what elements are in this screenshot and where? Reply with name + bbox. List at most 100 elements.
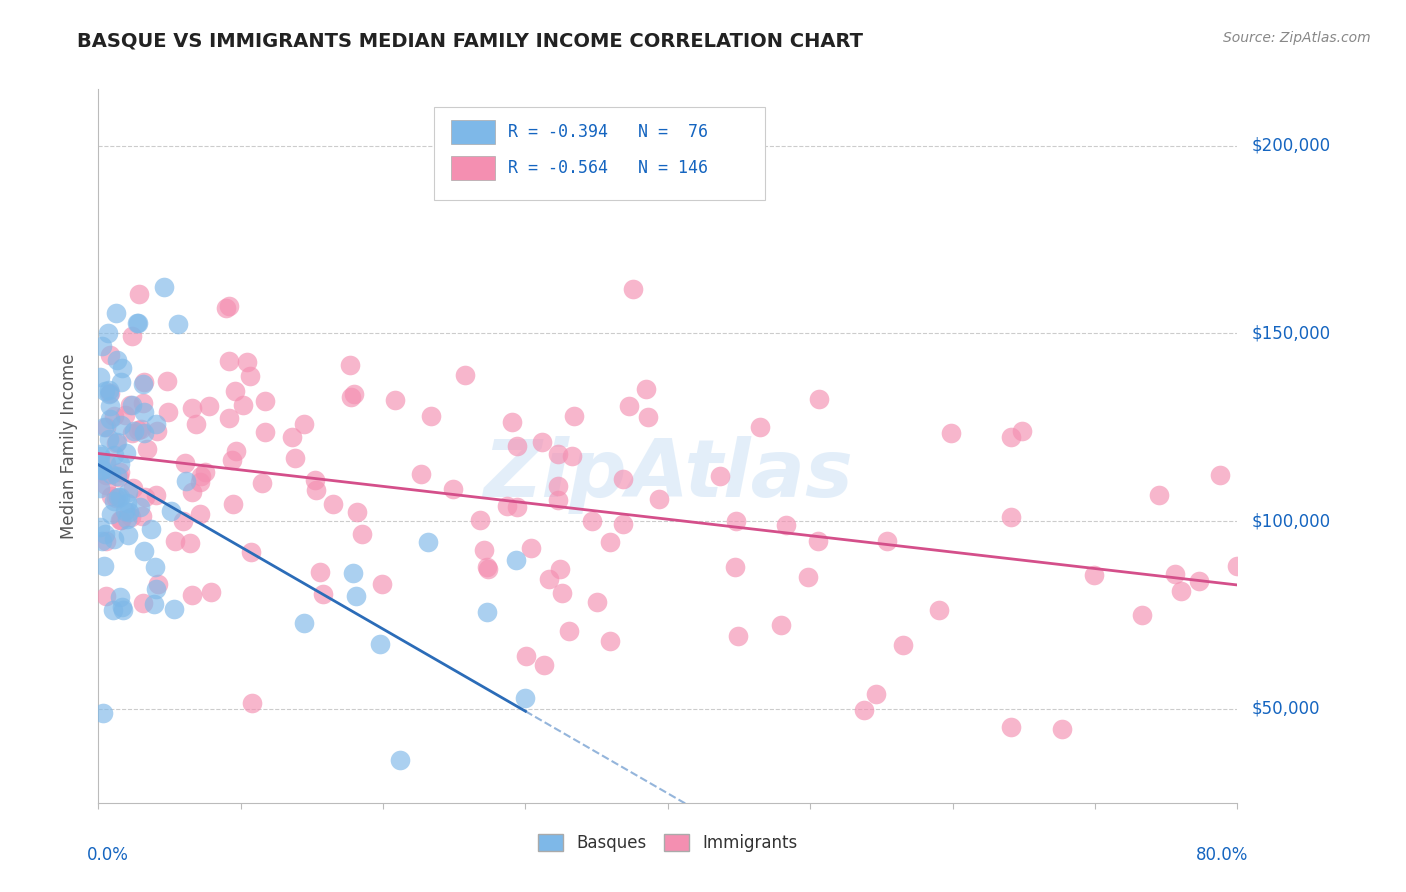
- Text: BASQUE VS IMMIGRANTS MEDIAN FAMILY INCOME CORRELATION CHART: BASQUE VS IMMIGRANTS MEDIAN FAMILY INCOM…: [77, 31, 863, 50]
- Point: [515, 691, 537, 706]
- Point: [110, 513, 132, 527]
- Point: [98, 348, 121, 362]
- Point: [115, 495, 138, 509]
- Point: [105, 436, 128, 450]
- Point: [309, 565, 332, 579]
- Point: [1130, 608, 1153, 623]
- Point: [585, 595, 607, 609]
- Point: [100, 507, 122, 521]
- Point: [533, 658, 555, 673]
- Point: [153, 279, 176, 293]
- Point: [200, 584, 222, 599]
- Point: [122, 425, 145, 439]
- Point: [94, 526, 117, 541]
- Point: [617, 399, 640, 413]
- Point: [112, 603, 135, 617]
- Point: [129, 500, 152, 515]
- Point: [550, 586, 572, 600]
- Point: [131, 509, 153, 524]
- Point: [105, 435, 128, 450]
- Point: [928, 603, 950, 617]
- Point: [312, 586, 335, 600]
- Text: $50,000: $50,000: [1251, 700, 1320, 718]
- Point: [89, 370, 111, 384]
- Point: [94, 456, 117, 470]
- Point: [148, 577, 170, 591]
- FancyBboxPatch shape: [434, 107, 765, 200]
- Point: [100, 489, 122, 503]
- Point: [239, 369, 262, 384]
- Point: [110, 591, 132, 605]
- Point: [225, 443, 247, 458]
- Point: [145, 417, 167, 431]
- Point: [1050, 722, 1073, 736]
- Point: [120, 509, 142, 524]
- Point: [727, 629, 749, 643]
- Point: [105, 352, 128, 367]
- Point: [496, 499, 519, 513]
- Text: $100,000: $100,000: [1251, 512, 1330, 530]
- Point: [179, 536, 201, 550]
- Point: [145, 582, 167, 596]
- Point: [181, 485, 204, 500]
- Point: [547, 479, 569, 493]
- Point: [146, 424, 169, 438]
- Point: [108, 490, 131, 504]
- Point: [98, 383, 121, 397]
- Point: [90, 463, 112, 477]
- Text: 0.0%: 0.0%: [87, 846, 129, 863]
- Point: [131, 596, 153, 610]
- Point: [94, 477, 117, 491]
- Point: [724, 560, 747, 574]
- Point: [419, 409, 441, 423]
- Point: [132, 376, 155, 390]
- Point: [505, 553, 527, 567]
- Point: [118, 505, 141, 519]
- Point: [125, 316, 148, 330]
- Point: [339, 359, 361, 373]
- Point: [253, 394, 276, 409]
- Point: [134, 405, 156, 419]
- Point: [94, 589, 117, 603]
- Point: [749, 419, 772, 434]
- Point: [165, 534, 187, 549]
- Point: [136, 442, 159, 456]
- Point: [105, 491, 128, 506]
- Point: [98, 399, 121, 413]
- Point: [115, 512, 138, 526]
- Point: [240, 545, 263, 559]
- Point: [218, 410, 240, 425]
- Point: [93, 559, 115, 574]
- Point: [94, 419, 117, 434]
- Point: [132, 396, 155, 410]
- Point: [103, 494, 125, 508]
- Point: [145, 488, 167, 502]
- Point: [94, 384, 117, 398]
- Point: [709, 469, 731, 483]
- Point: [134, 490, 156, 504]
- Point: [93, 420, 115, 434]
- Text: R = -0.394   N =  76: R = -0.394 N = 76: [509, 123, 709, 141]
- Point: [470, 513, 492, 527]
- Point: [132, 544, 155, 558]
- Point: [190, 469, 212, 483]
- Point: [103, 532, 125, 546]
- Point: [477, 561, 499, 575]
- Point: [111, 599, 134, 614]
- Point: [114, 408, 136, 422]
- Point: [304, 474, 326, 488]
- Text: 80.0%: 80.0%: [1197, 846, 1249, 863]
- Point: [103, 449, 125, 463]
- Point: [725, 514, 748, 528]
- Point: [416, 535, 439, 549]
- Point: [121, 329, 143, 343]
- Point: [292, 417, 315, 431]
- Point: [284, 451, 307, 466]
- Point: [121, 481, 143, 495]
- Point: [342, 566, 364, 580]
- Point: [143, 597, 166, 611]
- Point: [515, 648, 537, 663]
- FancyBboxPatch shape: [451, 120, 495, 145]
- Point: [97, 326, 120, 341]
- FancyBboxPatch shape: [451, 155, 495, 180]
